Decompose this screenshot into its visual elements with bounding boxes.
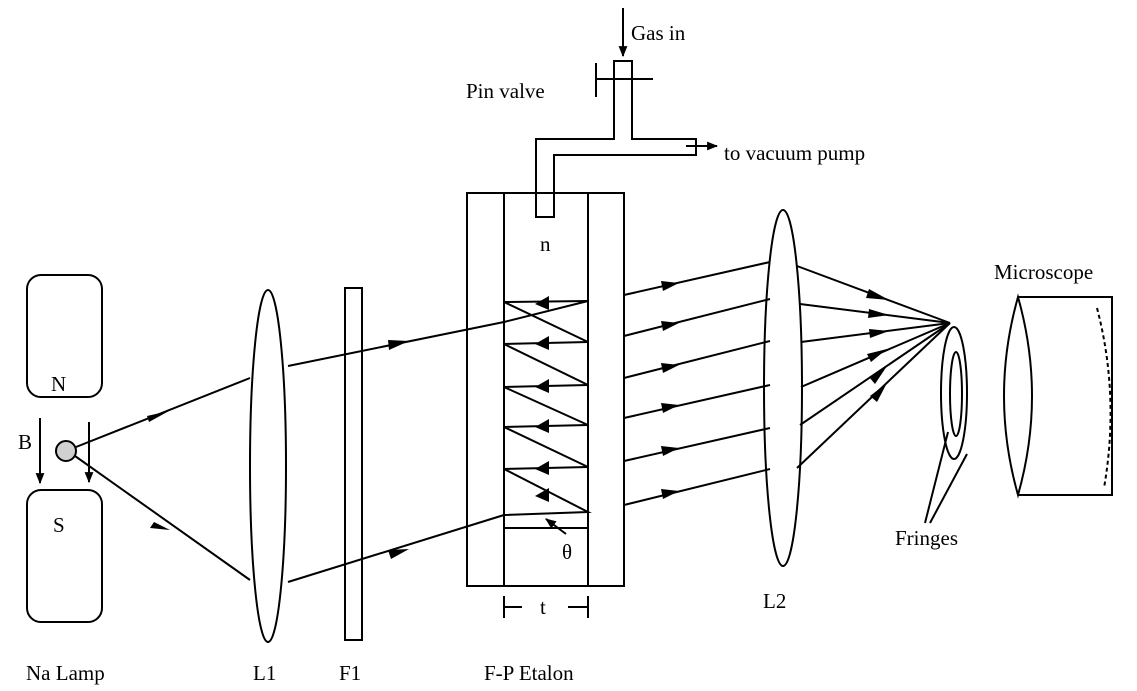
ray-arrow xyxy=(661,489,679,499)
ray-arrow xyxy=(869,329,889,338)
ray-arrow xyxy=(147,411,169,422)
label-field-b: B xyxy=(18,430,32,454)
reflection-arrow xyxy=(535,488,549,502)
magnet-north xyxy=(26,274,103,398)
magnet-south xyxy=(26,489,103,623)
ray-arrow xyxy=(661,403,679,413)
label-magnet-s: S xyxy=(53,513,65,537)
ray-arrow xyxy=(388,549,409,559)
label-pin-valve: Pin valve xyxy=(466,79,545,103)
label-etalon: F-P Etalon xyxy=(484,661,574,685)
label-n: n xyxy=(540,232,551,256)
microscope-objective xyxy=(1003,293,1033,499)
ray-arrow xyxy=(866,289,889,300)
ray-arrow xyxy=(867,349,887,362)
ray-arrow xyxy=(661,321,679,331)
ray-arrow xyxy=(150,522,170,530)
reflection-path xyxy=(503,300,592,516)
ray-arrow xyxy=(869,366,887,384)
etalon-plate-right xyxy=(587,192,625,587)
ray-out-5 xyxy=(623,427,771,462)
label-f1: F1 xyxy=(339,661,361,685)
label-magnet-n: N xyxy=(51,372,66,396)
label-l2: L2 xyxy=(763,589,786,613)
lens-l1 xyxy=(249,289,287,643)
na-lamp-source xyxy=(55,440,77,462)
lens-l2 xyxy=(763,209,803,567)
ray-arrow xyxy=(661,281,679,291)
ray-arrow xyxy=(661,363,679,373)
reflection-arrow xyxy=(535,461,549,475)
reflection-arrow xyxy=(535,379,549,393)
ray-out-3 xyxy=(623,340,771,379)
ray-arrow xyxy=(661,446,679,456)
label-gas-in: Gas in xyxy=(631,21,686,45)
label-na-lamp: Na Lamp xyxy=(26,661,105,685)
ray-arrow xyxy=(388,340,409,350)
etalon-plate-left xyxy=(466,192,505,587)
ray-out-6 xyxy=(623,468,771,506)
ray-arrow xyxy=(868,309,889,318)
label-fringes: Fringes xyxy=(895,526,958,550)
label-to-vacuum-pump: to vacuum pump xyxy=(724,141,865,165)
filter-f1 xyxy=(344,287,363,641)
microscope-eyepiece xyxy=(1096,307,1112,489)
ray-arrow xyxy=(870,383,887,402)
ray-out-2 xyxy=(623,298,771,337)
ray-source-lower xyxy=(74,455,251,581)
ray-l1-lower xyxy=(287,514,505,583)
ray-out-1 xyxy=(623,261,771,296)
reflection-arrow xyxy=(535,296,549,310)
reflection-arrow xyxy=(535,419,549,433)
fringes-pointer-2 xyxy=(929,453,968,524)
label-thickness-t: t xyxy=(540,595,546,619)
microscope-body xyxy=(1018,296,1113,496)
reflection-arrow xyxy=(535,336,549,350)
gas-tube xyxy=(535,60,697,218)
fringes-pointer-1 xyxy=(924,431,949,524)
label-theta: θ xyxy=(562,540,572,564)
theta-pointer xyxy=(545,518,567,535)
fringe-inner xyxy=(949,351,963,437)
ray-out-4 xyxy=(623,384,771,419)
label-microscope: Microscope xyxy=(994,260,1093,284)
label-l1: L1 xyxy=(253,661,276,685)
fringe-outer xyxy=(940,326,968,460)
